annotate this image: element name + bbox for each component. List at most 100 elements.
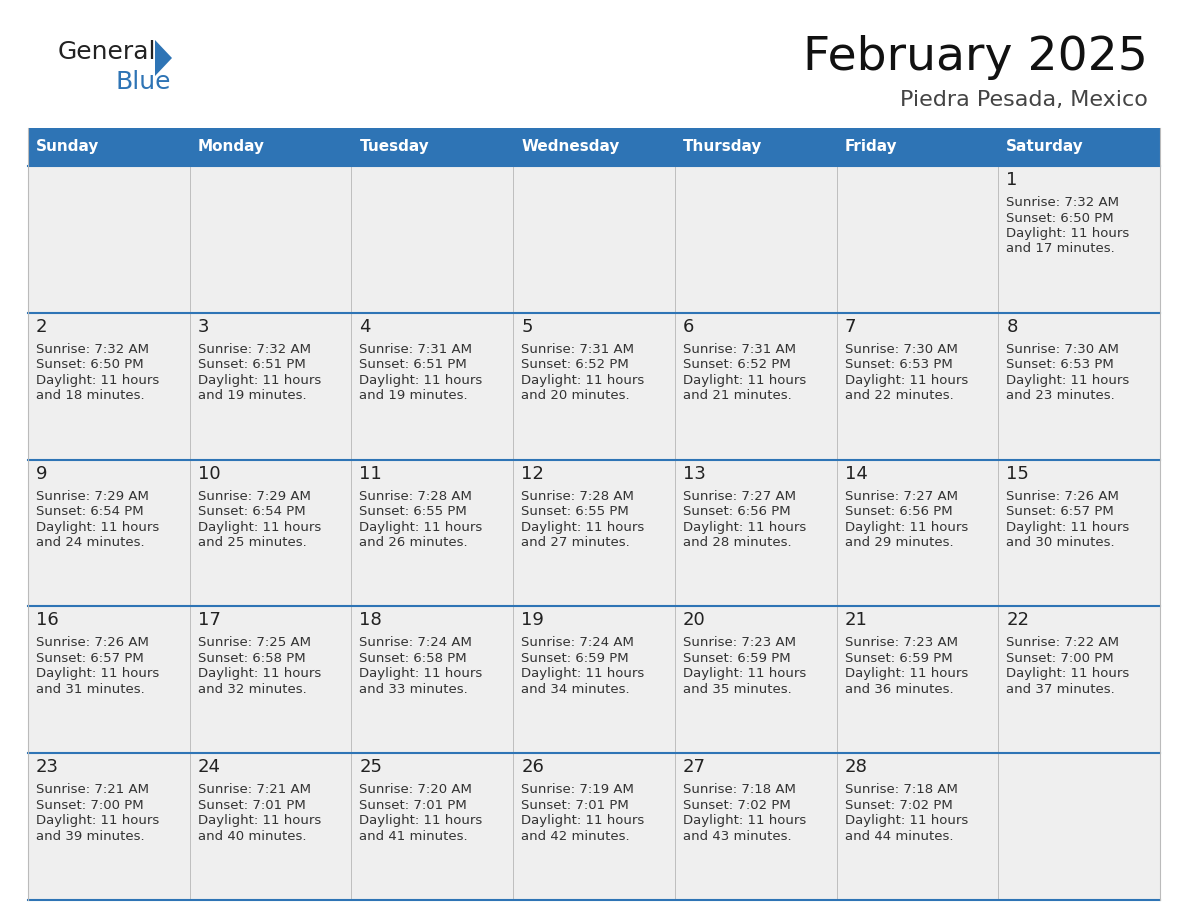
Text: and 20 minutes.: and 20 minutes.	[522, 389, 630, 402]
Text: 26: 26	[522, 758, 544, 777]
Bar	[190, 460, 352, 607]
Text: Daylight: 11 hours: Daylight: 11 hours	[36, 374, 159, 386]
Text: Sunrise: 7:19 AM: Sunrise: 7:19 AM	[522, 783, 634, 796]
Text: and 41 minutes.: and 41 minutes.	[360, 830, 468, 843]
Text: Daylight: 11 hours: Daylight: 11 hours	[360, 521, 482, 533]
Text: and 33 minutes.: and 33 minutes.	[360, 683, 468, 696]
Text: 3: 3	[197, 318, 209, 336]
Text: Daylight: 11 hours: Daylight: 11 hours	[683, 521, 807, 533]
Text: Sunrise: 7:32 AM: Sunrise: 7:32 AM	[197, 342, 311, 356]
Text: Sunset: 6:57 PM: Sunset: 6:57 PM	[1006, 505, 1114, 518]
Text: 18: 18	[360, 611, 383, 630]
Text: Daylight: 11 hours: Daylight: 11 hours	[197, 667, 321, 680]
Text: Sunrise: 7:32 AM: Sunrise: 7:32 AM	[36, 342, 148, 356]
Bar	[190, 313, 352, 460]
Text: Daylight: 11 hours: Daylight: 11 hours	[1006, 374, 1130, 386]
Text: Daylight: 11 hours: Daylight: 11 hours	[36, 521, 159, 533]
Bar	[675, 753, 836, 900]
Text: and 43 minutes.: and 43 minutes.	[683, 830, 791, 843]
Text: Sunrise: 7:18 AM: Sunrise: 7:18 AM	[683, 783, 796, 796]
Text: Sunset: 7:02 PM: Sunset: 7:02 PM	[845, 799, 953, 812]
Text: Sunrise: 7:20 AM: Sunrise: 7:20 AM	[360, 783, 473, 796]
Text: 12: 12	[522, 465, 544, 483]
Bar	[190, 753, 352, 900]
Text: Sunrise: 7:25 AM: Sunrise: 7:25 AM	[197, 636, 311, 649]
Text: 8: 8	[1006, 318, 1018, 336]
Text: Sunday: Sunday	[36, 140, 100, 154]
Text: and 31 minutes.: and 31 minutes.	[36, 683, 145, 696]
Text: Daylight: 11 hours: Daylight: 11 hours	[36, 667, 159, 680]
Text: 28: 28	[845, 758, 867, 777]
Text: Sunrise: 7:30 AM: Sunrise: 7:30 AM	[1006, 342, 1119, 356]
Text: 1: 1	[1006, 171, 1018, 189]
Text: 13: 13	[683, 465, 706, 483]
Bar	[675, 128, 836, 166]
Text: Friday: Friday	[845, 140, 897, 154]
Bar	[675, 607, 836, 753]
Bar	[29, 460, 190, 607]
Text: and 32 minutes.: and 32 minutes.	[197, 683, 307, 696]
Text: Sunrise: 7:23 AM: Sunrise: 7:23 AM	[845, 636, 958, 649]
Text: 10: 10	[197, 465, 220, 483]
Text: Sunrise: 7:26 AM: Sunrise: 7:26 AM	[36, 636, 148, 649]
Bar	[513, 313, 675, 460]
Bar	[190, 607, 352, 753]
Bar	[29, 128, 190, 166]
Text: Daylight: 11 hours: Daylight: 11 hours	[683, 814, 807, 827]
Bar	[352, 313, 513, 460]
Text: and 19 minutes.: and 19 minutes.	[360, 389, 468, 402]
Text: Saturday: Saturday	[1006, 140, 1083, 154]
Bar	[998, 128, 1159, 166]
Text: Sunset: 6:53 PM: Sunset: 6:53 PM	[1006, 358, 1114, 371]
Text: Daylight: 11 hours: Daylight: 11 hours	[845, 521, 968, 533]
Text: Sunrise: 7:28 AM: Sunrise: 7:28 AM	[360, 489, 473, 502]
Bar	[513, 128, 675, 166]
Text: Sunset: 6:57 PM: Sunset: 6:57 PM	[36, 652, 144, 665]
Text: Sunset: 6:59 PM: Sunset: 6:59 PM	[522, 652, 628, 665]
Text: 5: 5	[522, 318, 532, 336]
Text: and 35 minutes.: and 35 minutes.	[683, 683, 791, 696]
Bar	[675, 460, 836, 607]
Bar	[513, 460, 675, 607]
Text: 7: 7	[845, 318, 857, 336]
Text: Sunrise: 7:21 AM: Sunrise: 7:21 AM	[197, 783, 311, 796]
Text: and 22 minutes.: and 22 minutes.	[845, 389, 953, 402]
Text: 2: 2	[36, 318, 48, 336]
Bar	[190, 128, 352, 166]
Text: and 21 minutes.: and 21 minutes.	[683, 389, 791, 402]
Text: Thursday: Thursday	[683, 140, 763, 154]
Text: 24: 24	[197, 758, 221, 777]
Text: 23: 23	[36, 758, 59, 777]
Text: and 29 minutes.: and 29 minutes.	[845, 536, 953, 549]
Text: Daylight: 11 hours: Daylight: 11 hours	[197, 814, 321, 827]
Text: Daylight: 11 hours: Daylight: 11 hours	[197, 521, 321, 533]
Text: Daylight: 11 hours: Daylight: 11 hours	[522, 521, 644, 533]
Text: Sunset: 6:54 PM: Sunset: 6:54 PM	[36, 505, 144, 518]
Bar	[29, 607, 190, 753]
Text: 6: 6	[683, 318, 694, 336]
Bar	[998, 313, 1159, 460]
Text: 19: 19	[522, 611, 544, 630]
Text: and 30 minutes.: and 30 minutes.	[1006, 536, 1114, 549]
Text: and 42 minutes.: and 42 minutes.	[522, 830, 630, 843]
Text: Sunrise: 7:22 AM: Sunrise: 7:22 AM	[1006, 636, 1119, 649]
Bar	[998, 460, 1159, 607]
Text: and 37 minutes.: and 37 minutes.	[1006, 683, 1116, 696]
Bar	[352, 166, 513, 313]
Text: Daylight: 11 hours: Daylight: 11 hours	[360, 374, 482, 386]
Text: Sunset: 6:50 PM: Sunset: 6:50 PM	[36, 358, 144, 371]
Text: Sunrise: 7:28 AM: Sunrise: 7:28 AM	[522, 489, 634, 502]
Bar	[836, 313, 998, 460]
Text: Daylight: 11 hours: Daylight: 11 hours	[1006, 227, 1130, 240]
Text: and 25 minutes.: and 25 minutes.	[197, 536, 307, 549]
Text: General: General	[58, 40, 157, 64]
Text: and 34 minutes.: and 34 minutes.	[522, 683, 630, 696]
Text: Daylight: 11 hours: Daylight: 11 hours	[522, 667, 644, 680]
Text: Sunset: 6:59 PM: Sunset: 6:59 PM	[845, 652, 953, 665]
Text: Sunset: 7:01 PM: Sunset: 7:01 PM	[522, 799, 628, 812]
Text: Sunrise: 7:18 AM: Sunrise: 7:18 AM	[845, 783, 958, 796]
Text: 22: 22	[1006, 611, 1029, 630]
Text: 14: 14	[845, 465, 867, 483]
Text: Sunset: 7:02 PM: Sunset: 7:02 PM	[683, 799, 790, 812]
Text: Daylight: 11 hours: Daylight: 11 hours	[845, 667, 968, 680]
